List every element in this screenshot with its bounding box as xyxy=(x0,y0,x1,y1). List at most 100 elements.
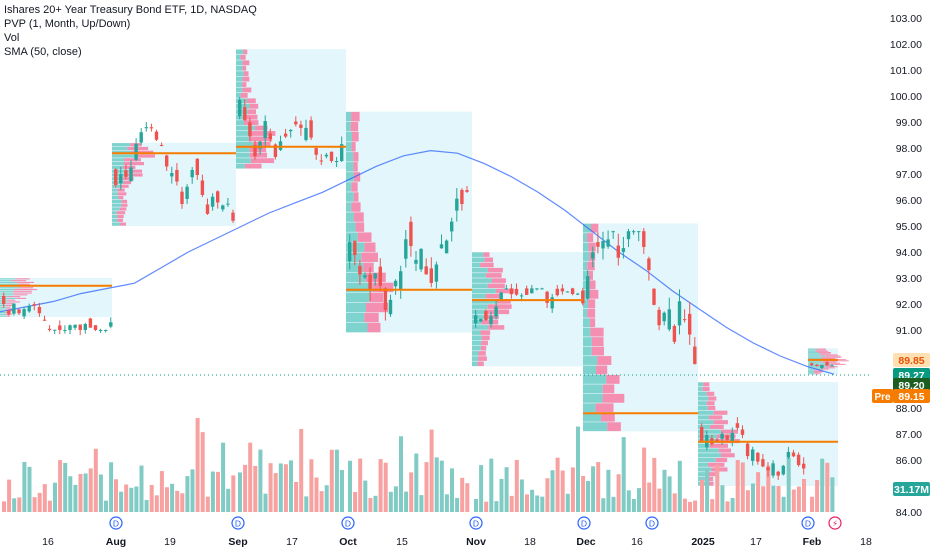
poc-lines xyxy=(0,145,838,443)
volume-bar xyxy=(22,461,27,512)
profile-bar-down xyxy=(491,278,506,283)
profile-bar-up xyxy=(0,288,14,291)
profile-bar-up xyxy=(698,448,719,453)
profile-bar-up xyxy=(472,314,486,320)
volume-bar xyxy=(348,460,352,512)
last-price-badge-bg xyxy=(893,378,930,392)
profile-bar-up xyxy=(472,262,481,268)
legend-vol[interactable]: Vol xyxy=(4,32,20,44)
profile-bar-up xyxy=(112,203,122,207)
profile-bar-up xyxy=(112,162,125,166)
candle-body xyxy=(825,362,829,365)
price-tick-label: 92.00 xyxy=(896,299,922,311)
candle-body xyxy=(815,365,819,367)
dividend-marker[interactable]: D xyxy=(109,516,123,530)
profile-bar-up xyxy=(583,242,589,252)
candle-body xyxy=(353,241,357,256)
profile-bar-up xyxy=(236,163,245,169)
profile-bar-down xyxy=(19,287,34,289)
profile-bar-up xyxy=(346,172,354,182)
candle-body xyxy=(631,231,636,233)
profile-bar-up xyxy=(236,87,243,93)
profile-bar-down xyxy=(827,366,838,368)
volume-bar xyxy=(581,476,586,512)
profile-bar-down xyxy=(240,92,248,98)
volume-bar xyxy=(253,465,258,512)
volume-bar xyxy=(715,464,720,512)
profile-bar-down xyxy=(249,103,259,109)
candle-body xyxy=(200,180,205,196)
candle-body xyxy=(766,467,770,471)
earnings-circle xyxy=(828,516,842,530)
pre-price-badge-bg xyxy=(893,389,930,403)
profile-bar-down xyxy=(816,350,829,352)
profile-bar-down xyxy=(708,396,717,401)
legend-sma[interactable]: SMA (50, close) xyxy=(4,46,82,58)
profile-bar-down xyxy=(813,370,824,372)
candle-body xyxy=(329,151,334,161)
earnings-marker[interactable]: ⚡ xyxy=(828,516,842,530)
volume-bar xyxy=(825,462,830,512)
pre-label-text: Pre xyxy=(874,392,891,403)
dividend-marker[interactable]: D xyxy=(577,516,591,530)
volume-bar xyxy=(221,442,226,512)
profile-bar-up xyxy=(808,349,815,351)
profile-bar-down xyxy=(480,262,494,268)
profile-bar-up xyxy=(346,222,356,232)
profile-bar-down xyxy=(355,222,365,232)
candle-body xyxy=(348,242,352,262)
profile-bar-down xyxy=(820,356,842,358)
profile-bar-down xyxy=(607,422,621,432)
candle-body xyxy=(677,301,682,326)
dividend-marker[interactable]: D xyxy=(645,516,659,530)
time-axis[interactable]: 16 Aug 19 Sep 17 Oct 15 Nov 18 Dec 16 2025 17 Feb 18 xyxy=(42,536,872,548)
profile-bar-down xyxy=(119,222,126,226)
candle-body xyxy=(144,127,148,129)
volume-bar xyxy=(278,463,283,512)
dividend-marker[interactable]: D xyxy=(801,516,815,530)
dividend-symbol: D xyxy=(473,519,479,529)
dividend-marker[interactable]: D xyxy=(341,516,355,530)
profile-bar-up xyxy=(472,278,492,283)
profile-bar-down xyxy=(816,365,832,367)
legend-pvp[interactable]: PVP (1, Month, Up/Down) xyxy=(4,18,131,30)
candle-body xyxy=(662,312,666,322)
dividend-marker[interactable]: D xyxy=(231,516,245,530)
profile-bar-up xyxy=(346,302,367,313)
profile-bar-up xyxy=(583,412,602,422)
sma-line xyxy=(0,149,835,375)
profile-bar-up xyxy=(472,299,498,304)
profile-bar-down xyxy=(249,147,267,153)
candle-body xyxy=(606,239,610,247)
candle-body xyxy=(340,144,344,161)
volume-bar xyxy=(525,494,529,512)
candle-body xyxy=(555,288,559,296)
dividend-marker[interactable]: D xyxy=(469,516,483,530)
candle-body xyxy=(715,439,719,442)
profile-bar-up xyxy=(0,281,18,284)
candle-body xyxy=(791,452,796,457)
profile-bar-down xyxy=(487,283,505,289)
profile-bar-up xyxy=(472,283,488,289)
profile-bar-up xyxy=(236,92,241,98)
profile-bar-up xyxy=(0,287,20,289)
profile-bar-up xyxy=(583,261,588,271)
profile-bar-up xyxy=(346,142,352,152)
profile-bar-down xyxy=(485,273,502,278)
candle-body xyxy=(309,120,313,138)
volume-bar xyxy=(368,497,373,512)
event-markers[interactable]: D D D D D D D ⚡ xyxy=(109,516,842,530)
candle-body xyxy=(484,311,488,320)
candle-body xyxy=(12,303,16,314)
profile-bar-up xyxy=(112,169,129,173)
candle-body xyxy=(455,198,459,211)
volume-bar xyxy=(791,489,796,512)
volume-bar xyxy=(205,496,210,512)
legend-title[interactable]: Ishares 20+ Year Treasury Bond ETF, 1D, … xyxy=(4,4,257,16)
volume-bar xyxy=(78,473,83,512)
volume-bar xyxy=(2,501,6,512)
candle-body xyxy=(404,239,408,259)
profile-bar-up xyxy=(472,330,481,335)
